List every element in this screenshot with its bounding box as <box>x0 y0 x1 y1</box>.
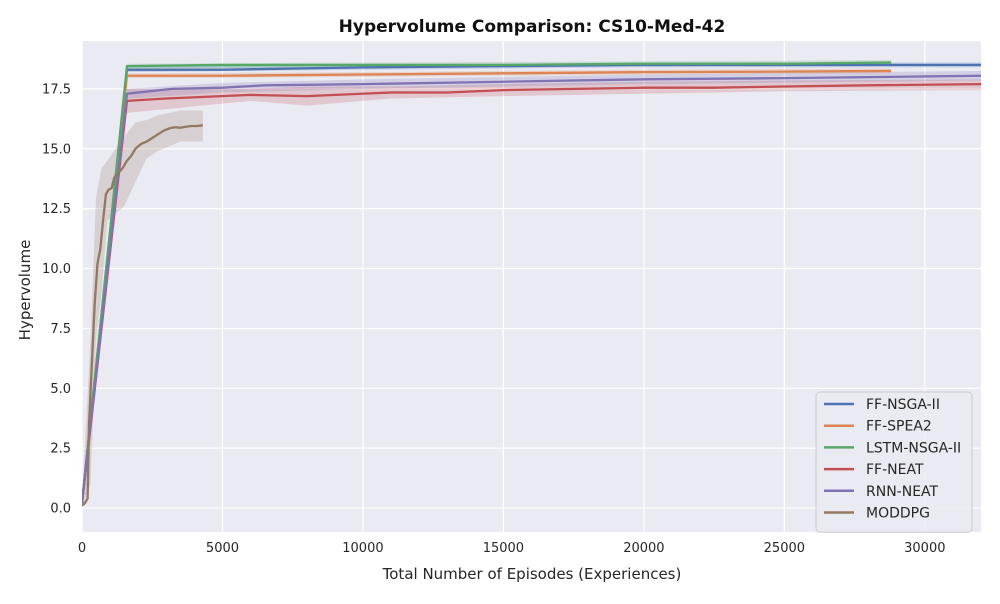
legend-label-moddpg: MODDPG <box>866 506 930 522</box>
x-tick-label: 30000 <box>904 541 945 556</box>
legend-label-ff-neat: FF-NEAT <box>866 462 924 478</box>
x-tick-label: 25000 <box>764 541 805 556</box>
line-ff-spea2 <box>82 69 892 504</box>
y-tick-label: 2.5 <box>50 442 71 457</box>
line-ff-nsga-ii <box>82 63 981 504</box>
x-tick-label: 20000 <box>623 541 664 556</box>
y-tick-label: 15.0 <box>42 142 71 157</box>
y-tick-label: 0.0 <box>50 502 71 517</box>
y-tick-label: 17.5 <box>42 82 71 97</box>
legend-label-ff-spea2: FF-SPEA2 <box>866 419 932 435</box>
chart-title: Hypervolume Comparison: CS10-Med-42 <box>339 17 726 37</box>
legend-box <box>815 391 973 533</box>
line-ff-neat <box>82 82 981 504</box>
legend-label-lstm-nsga-ii: LSTM-NSGA-II <box>866 440 961 456</box>
line-rnn-neat <box>82 74 981 504</box>
x-tick-label: 0 <box>78 541 86 556</box>
legend: FF-NSGA-II FF-SPEA2 LSTM-NSGA-II FF-NEAT RNN… <box>815 391 973 533</box>
y-tick-label: 7.5 <box>50 322 71 337</box>
y-tick-label: 12.5 <box>42 202 71 217</box>
tick-labels: 0 5000 10000 15000 20000 25000 30000 0.0 2.5 5.0 7… <box>42 82 945 556</box>
x-tick-label: 15000 <box>483 541 524 556</box>
y-tick-label: 5.0 <box>50 382 71 397</box>
legend-label-ff-nsga-ii: FF-NSGA-II <box>866 397 940 413</box>
x-tick-label: 10000 <box>342 541 383 556</box>
line-lstm-nsga-ii <box>82 61 892 504</box>
x-tick-label: 5000 <box>206 541 239 556</box>
series-lines <box>82 61 981 507</box>
y-axis-label: Hypervolume <box>16 240 34 341</box>
x-axis-label: Total Number of Episodes (Experiences) <box>382 565 682 583</box>
y-tick-label: 10.0 <box>42 262 71 277</box>
legend-label-rnn-neat: RNN-NEAT <box>866 484 939 500</box>
line-moddpg <box>82 124 203 507</box>
